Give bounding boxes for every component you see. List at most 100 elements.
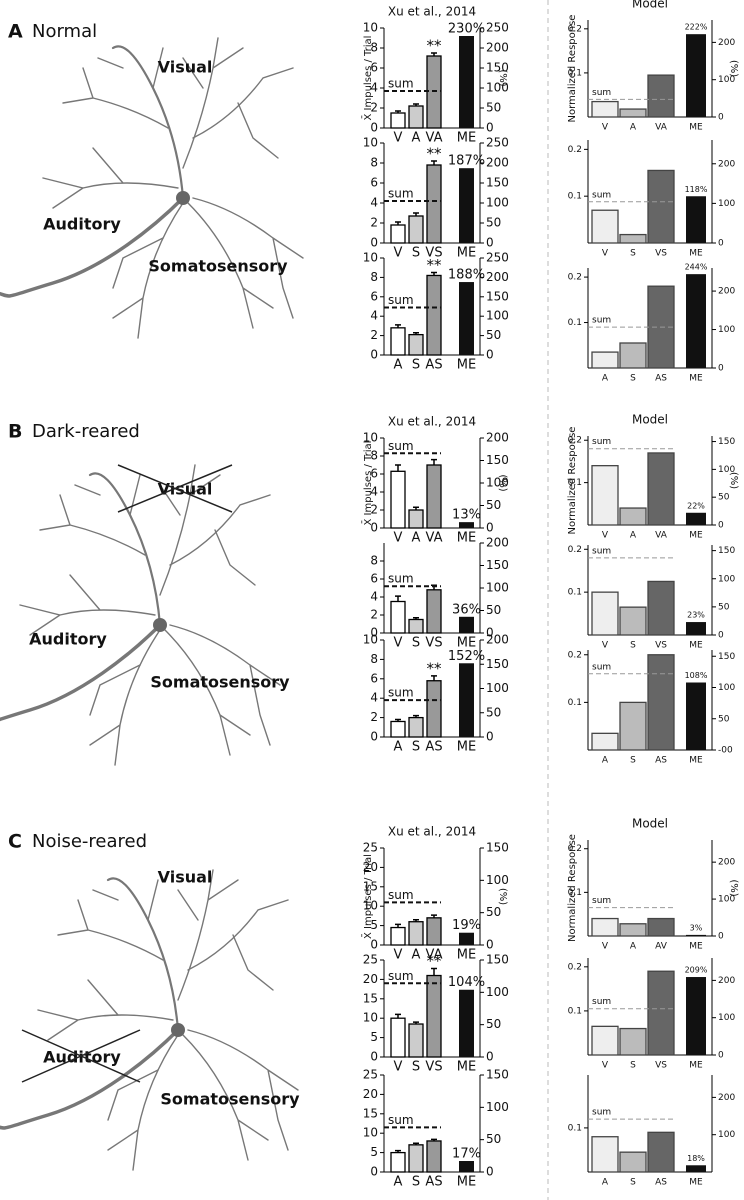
y2-tick-label: 100 — [718, 75, 735, 85]
category-label: VS — [425, 636, 442, 651]
category-label: S — [412, 740, 420, 755]
y-tick-label: 0.2 — [568, 436, 582, 446]
error-bar — [395, 110, 401, 113]
column-title: Model — [632, 817, 668, 831]
sum-label: sum — [388, 439, 414, 453]
bar — [619, 701, 647, 751]
y-tick-label: 0.2 — [568, 650, 582, 660]
error-bar — [413, 919, 419, 922]
bar — [647, 1131, 675, 1173]
y2-tick-label: 100 — [486, 476, 509, 490]
y2-tick-label: 150 — [486, 176, 509, 190]
category-label: AS — [425, 740, 442, 755]
panel-condition: Dark-reared — [32, 421, 140, 442]
category-label: VS — [655, 1061, 667, 1071]
sum-label: sum — [388, 888, 414, 902]
category-label: VS — [425, 246, 442, 261]
y-tick-label: 0.1 — [568, 888, 582, 898]
bar — [647, 654, 675, 751]
me-bar — [459, 1161, 474, 1172]
bar — [647, 74, 675, 118]
y2-tick-label: 200 — [486, 41, 509, 55]
y-tick-label: 4 — [370, 691, 378, 705]
bar — [647, 970, 675, 1056]
category-label: A — [412, 948, 421, 963]
y-axis-label: Normalized Response — [567, 15, 578, 123]
y2-tick-label: 50 — [486, 216, 501, 230]
me-bar — [459, 282, 474, 355]
error-bar — [413, 714, 419, 718]
me-category-label: ME — [457, 131, 476, 146]
error-bar — [395, 464, 401, 472]
category-label: A — [412, 131, 421, 146]
y2-tick-label: 0 — [486, 1050, 494, 1064]
y2-tick-label: 100 — [718, 1130, 735, 1140]
y2-tick-label: 200 — [718, 1093, 735, 1103]
y2-tick-label: 100 — [718, 1013, 735, 1023]
y-tick-label: 8 — [370, 652, 378, 666]
me-label: 187% — [448, 154, 485, 169]
me-label: 222% — [685, 23, 708, 32]
category-label: VS — [425, 1060, 442, 1075]
y2-axis-label: (%) — [497, 474, 508, 491]
sum-label: sum — [388, 969, 414, 983]
y2-tick-label: 100 — [486, 1100, 509, 1114]
y2-axis-label: (%) — [728, 472, 739, 489]
y2-tick-label: 250 — [486, 136, 509, 150]
y-axis-label: X̄ Impulses / Trial — [361, 441, 374, 526]
bar — [591, 209, 619, 244]
me-bar — [686, 1165, 706, 1172]
error-bar — [431, 675, 437, 681]
me-bar — [459, 522, 474, 528]
me-label: 104% — [448, 975, 485, 990]
column-title: Xu et al., 2014 — [388, 415, 476, 429]
me-category-label: ME — [457, 948, 476, 963]
category-label: VA — [426, 131, 443, 146]
error-bar — [431, 271, 437, 276]
y-tick-label: 0.2 — [568, 545, 582, 555]
bar — [647, 580, 675, 636]
sum-label: sum — [592, 662, 611, 672]
y-tick-label: 4 — [370, 81, 378, 95]
y-tick-label: 8 — [370, 554, 378, 568]
y2-tick-label: 150 — [486, 953, 509, 967]
bar — [591, 351, 619, 369]
column-title: Xu et al., 2014 — [388, 5, 476, 19]
me-label: 244% — [685, 263, 708, 272]
y2-tick-label: 100 — [718, 199, 735, 209]
y2-tick-label: 100 — [718, 683, 735, 693]
bar — [619, 342, 647, 369]
sum-label: sum — [388, 686, 414, 700]
bar — [591, 465, 619, 526]
y2-tick-label: -00 — [718, 746, 733, 756]
y-tick-label: 0 — [370, 1050, 378, 1064]
y2-tick-label: 100 — [718, 895, 735, 905]
y-tick-label: 0 — [370, 236, 378, 250]
category-label: A — [394, 740, 403, 755]
bar — [647, 452, 675, 526]
me-category-label: ME — [457, 740, 476, 755]
y-tick-label: 6 — [370, 467, 378, 481]
y2-tick-label: 0 — [718, 239, 724, 249]
category-label: V — [394, 131, 403, 146]
me-bar — [686, 274, 706, 368]
error-bar — [413, 331, 419, 335]
me-category-label: ME — [689, 123, 703, 133]
error-bar — [395, 1149, 401, 1153]
category-label: A — [630, 942, 637, 952]
y-tick-label: 4 — [370, 196, 378, 210]
sum-label: sum — [592, 316, 611, 326]
category-label: AS — [655, 374, 667, 384]
sum-label: sum — [592, 190, 611, 200]
me-category-label: ME — [689, 374, 703, 384]
y2-tick-label: 0 — [718, 364, 724, 374]
me-category-label: ME — [457, 246, 476, 261]
panel-condition: Noise-reared — [32, 831, 147, 852]
y2-tick-label: 50 — [486, 603, 501, 617]
error-bar — [395, 718, 401, 722]
y2-tick-label: 100 — [486, 873, 509, 887]
y2-tick-label: 50 — [486, 905, 501, 919]
bar — [390, 224, 406, 244]
y2-tick-label: 50 — [486, 1017, 501, 1031]
me-label: 3% — [690, 923, 703, 932]
